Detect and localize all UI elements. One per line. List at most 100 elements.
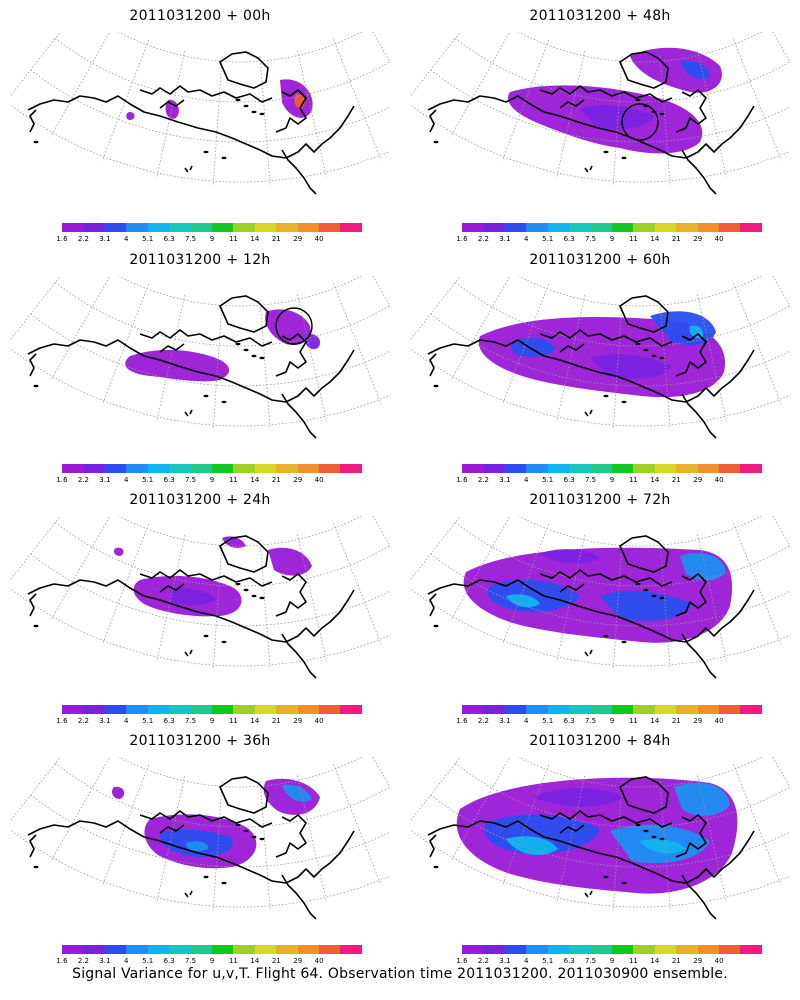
colorbar-labels: 1.6 2.2 3.1 4 5.1 6.3 7.5 9 11 14 21 29 40 bbox=[56, 717, 362, 727]
colorbar-swatch bbox=[254, 223, 277, 232]
variance-contour bbox=[487, 579, 580, 612]
coastline bbox=[539, 810, 673, 828]
colorbar-tick-label: 1.6 bbox=[56, 957, 68, 965]
latitude-circle bbox=[10, 103, 390, 183]
coastline bbox=[218, 51, 269, 89]
coastline bbox=[218, 535, 269, 573]
colorbar-tick-label: 5.1 bbox=[542, 957, 554, 965]
island bbox=[251, 354, 257, 358]
colorbar-swatch bbox=[126, 223, 148, 232]
meridian-line bbox=[659, 540, 671, 670]
colorbar-tick-label: 2.2 bbox=[77, 235, 89, 243]
meridian-line bbox=[156, 534, 186, 662]
coastline bbox=[139, 810, 273, 828]
meridian-line bbox=[372, 276, 390, 307]
colorbar-tick-label: 5.1 bbox=[142, 957, 154, 965]
colorbar-swatch bbox=[83, 464, 105, 473]
meridian-line bbox=[450, 516, 511, 622]
colorbar-tick-label: 40 bbox=[314, 476, 324, 484]
colorbar-swatch bbox=[83, 223, 105, 232]
meridian-line bbox=[101, 523, 149, 646]
colorbar-swatch bbox=[297, 945, 320, 954]
colorbar-tick-label: 1.6 bbox=[456, 476, 468, 484]
colorbar-tick-label: 3.1 bbox=[499, 717, 511, 725]
coastline bbox=[275, 89, 307, 133]
colorbar-swatch bbox=[276, 223, 298, 232]
colorbar-tick-label: 2.2 bbox=[477, 235, 489, 243]
colorbar-swatch bbox=[547, 464, 570, 473]
meridian-line bbox=[556, 294, 586, 422]
colorbar-tick-label: 40 bbox=[314, 717, 324, 725]
colorbar-tick-label: 3.1 bbox=[499, 957, 511, 965]
island bbox=[635, 582, 641, 586]
colorbar-tick-label: 1.6 bbox=[56, 717, 68, 725]
colorbar-swatch bbox=[697, 945, 720, 954]
meridian-line bbox=[696, 50, 727, 178]
colorbar-tick-label: 9 bbox=[609, 957, 615, 965]
panel-title: 2011031200 + 72h bbox=[529, 492, 671, 508]
coastline bbox=[189, 409, 193, 415]
coastline bbox=[29, 353, 37, 377]
panel-title: 2011031200 + 00h bbox=[129, 8, 271, 24]
latitude-circle bbox=[118, 276, 362, 307]
colorbar-tick-label: 9 bbox=[609, 717, 615, 725]
meridian-line bbox=[212, 56, 223, 187]
colorbar-tick-label: 11 bbox=[628, 235, 638, 243]
meridian-line bbox=[296, 775, 327, 903]
variance-contour bbox=[186, 841, 209, 851]
variance-contour bbox=[532, 788, 624, 807]
colorbar-tick-label: 1.6 bbox=[456, 235, 468, 243]
panel-title: 2011031200 + 48h bbox=[529, 8, 671, 24]
colorbar-swatch bbox=[590, 945, 612, 954]
colorbar-tick-label: 9 bbox=[609, 476, 615, 484]
variance-contour bbox=[222, 536, 246, 548]
latitude-circle bbox=[30, 69, 390, 143]
latitude-circle bbox=[518, 757, 762, 788]
latitude-circle bbox=[30, 553, 390, 627]
island bbox=[621, 156, 627, 160]
meridian-line bbox=[410, 276, 461, 342]
colorbar-swatch bbox=[633, 945, 655, 954]
panel-title: 2011031200 + 24h bbox=[129, 492, 271, 508]
observation-circle bbox=[275, 307, 313, 345]
island bbox=[251, 835, 257, 839]
colorbar-tick-label: 9 bbox=[209, 957, 215, 965]
colorbar-swatch bbox=[211, 464, 234, 473]
coastline bbox=[685, 105, 755, 159]
coastline bbox=[275, 333, 307, 377]
meridian-line bbox=[772, 276, 790, 307]
meridian-line bbox=[659, 56, 671, 186]
coastline bbox=[189, 890, 193, 896]
colorbar bbox=[62, 705, 362, 714]
island bbox=[203, 394, 209, 398]
colorbar-tick-label: 14 bbox=[250, 235, 260, 243]
colorbar-tick-label: 9 bbox=[609, 235, 615, 243]
colorbar-swatch bbox=[697, 464, 720, 473]
meridian-line bbox=[259, 781, 271, 911]
coastline bbox=[29, 593, 37, 617]
colorbar-tick-label: 9 bbox=[209, 717, 215, 725]
colorbar-labels: 1.6 2.2 3.1 4 5.1 6.3 7.5 9 11 14 21 29 40 bbox=[456, 957, 762, 967]
meridian-line bbox=[10, 32, 61, 98]
coastline bbox=[539, 569, 673, 587]
colorbar-swatch bbox=[654, 705, 677, 714]
colorbar-swatch bbox=[483, 223, 505, 232]
island bbox=[243, 104, 249, 108]
colorbar-swatch bbox=[147, 945, 170, 954]
colorbar-tick-label: 7.5 bbox=[584, 476, 597, 484]
island bbox=[603, 150, 609, 154]
colorbar-tick-label: 7.5 bbox=[184, 957, 197, 965]
coastline bbox=[618, 295, 669, 333]
coastline bbox=[618, 51, 669, 89]
latitude-circle bbox=[55, 282, 390, 347]
variance-contour bbox=[600, 590, 692, 621]
colorbar-tick-label: 21 bbox=[671, 717, 681, 725]
latitude-circle bbox=[118, 516, 362, 547]
coastline bbox=[685, 830, 755, 884]
coastline bbox=[618, 535, 669, 573]
colorbar-swatch bbox=[504, 945, 527, 954]
latitude-circle bbox=[55, 522, 390, 587]
coastline bbox=[27, 339, 287, 403]
colorbar-swatch bbox=[62, 223, 84, 232]
coastline bbox=[427, 820, 687, 884]
